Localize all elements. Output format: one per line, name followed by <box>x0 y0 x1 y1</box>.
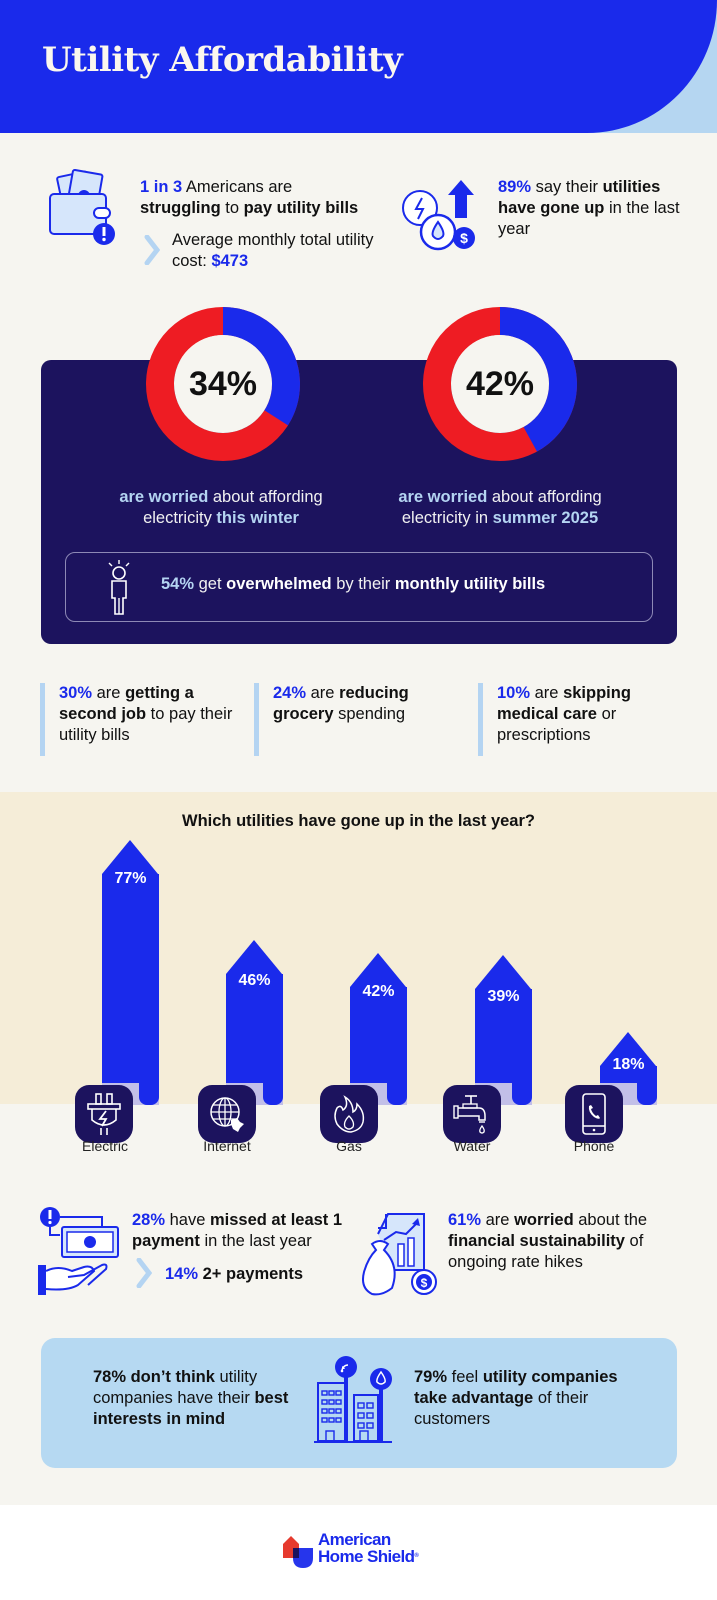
trust-stat-interests: 78% don’t think utility companies have t… <box>93 1368 289 1428</box>
bar-end-phone <box>637 1083 657 1105</box>
bar-end-electric <box>139 1083 159 1105</box>
header-band <box>0 0 717 133</box>
bar-internet <box>226 974 283 1104</box>
donut-pct-summer: 42% <box>465 364 535 403</box>
utility-buildings-icon <box>314 1355 394 1445</box>
rate-hikes-stat: 61% are worried about the financial sust… <box>448 1211 648 1271</box>
bar-end-gas <box>387 1083 407 1105</box>
category-label-internet: Internet <box>203 1138 251 1154</box>
avg-cost-stat: Average monthly total utility cost: $473 <box>172 231 374 270</box>
bar-label-electric: 77% <box>114 870 147 887</box>
bar-tip-phone <box>600 1032 656 1066</box>
bar-tip-water <box>475 955 531 989</box>
svg-text:$: $ <box>460 230 468 246</box>
donut-pct-winter: 34% <box>188 364 258 403</box>
coping-stat-medical: 10% are skipping medical care or prescri… <box>478 683 678 756</box>
donut-label-summer: are worried about affording electricity … <box>398 488 602 527</box>
brand-logo-mark <box>283 1536 313 1568</box>
overwhelmed-stat: 54% get overwhelmed by their monthly uti… <box>161 575 546 593</box>
struggling-stat: 1 in 3 Americans are struggling to pay u… <box>140 178 359 217</box>
donut-chart-winter: 34% <box>144 305 302 463</box>
bar-tip-gas <box>350 953 406 987</box>
category-label-water: Water <box>453 1138 491 1154</box>
bar-label-phone: 18% <box>612 1056 645 1073</box>
footer <box>0 1505 717 1600</box>
category-label-electric: Electric <box>82 1138 128 1154</box>
chart-title: Which utilities have gone up in the last… <box>182 812 535 830</box>
bar-tip-internet <box>226 940 282 974</box>
coping-stat-grocery: 24% are reducing grocery spending <box>254 683 454 756</box>
svg-text:$: $ <box>421 1276 428 1290</box>
coping-stat-second-job: 30% are getting a second job to pay thei… <box>40 683 240 756</box>
gone-up-stat: 89% say their utilities have gone up in … <box>498 178 680 238</box>
header <box>0 0 717 133</box>
page-title: Utility Affordability <box>42 40 403 80</box>
bar-end-internet <box>263 1083 283 1105</box>
bar-label-water: 39% <box>487 988 520 1005</box>
missed-payment-stat: 28% have missed at least 1 payment in th… <box>132 1211 343 1250</box>
multi-payment-stat: 14% 2+ payments <box>165 1265 304 1283</box>
overwhelmed-callout <box>65 552 653 622</box>
chevron-right-icon <box>144 234 161 270</box>
globe-icon <box>198 1085 256 1143</box>
money-bag-chart-icon: $ <box>362 1210 442 1300</box>
flame-icon <box>320 1085 378 1143</box>
utilities-up-icon: $ <box>400 178 485 253</box>
phone-icon <box>565 1085 623 1143</box>
plug-icon <box>75 1085 133 1143</box>
bar-tip-electric <box>102 840 158 874</box>
bar-electric <box>102 874 159 1104</box>
trust-stat-advantage: 79% feel utility companies take advantag… <box>414 1368 618 1428</box>
stressed-person-icon <box>104 560 134 616</box>
brand-wordmark: American Home Shield® <box>318 1530 419 1566</box>
category-label-gas: Gas <box>336 1138 362 1154</box>
missed-payment-icon <box>38 1205 122 1300</box>
bar-end-water <box>512 1083 532 1105</box>
wallet-warning-icon <box>46 168 118 246</box>
category-label-phone: Phone <box>573 1138 615 1154</box>
donut-chart-summer: 42% <box>421 305 579 463</box>
chevron-right-icon <box>136 1257 153 1293</box>
bar-label-gas: 42% <box>362 983 395 1000</box>
faucet-icon <box>443 1085 501 1143</box>
bar-label-internet: 46% <box>238 972 271 989</box>
donut-label-winter: are worried about affording electricity … <box>119 488 323 527</box>
